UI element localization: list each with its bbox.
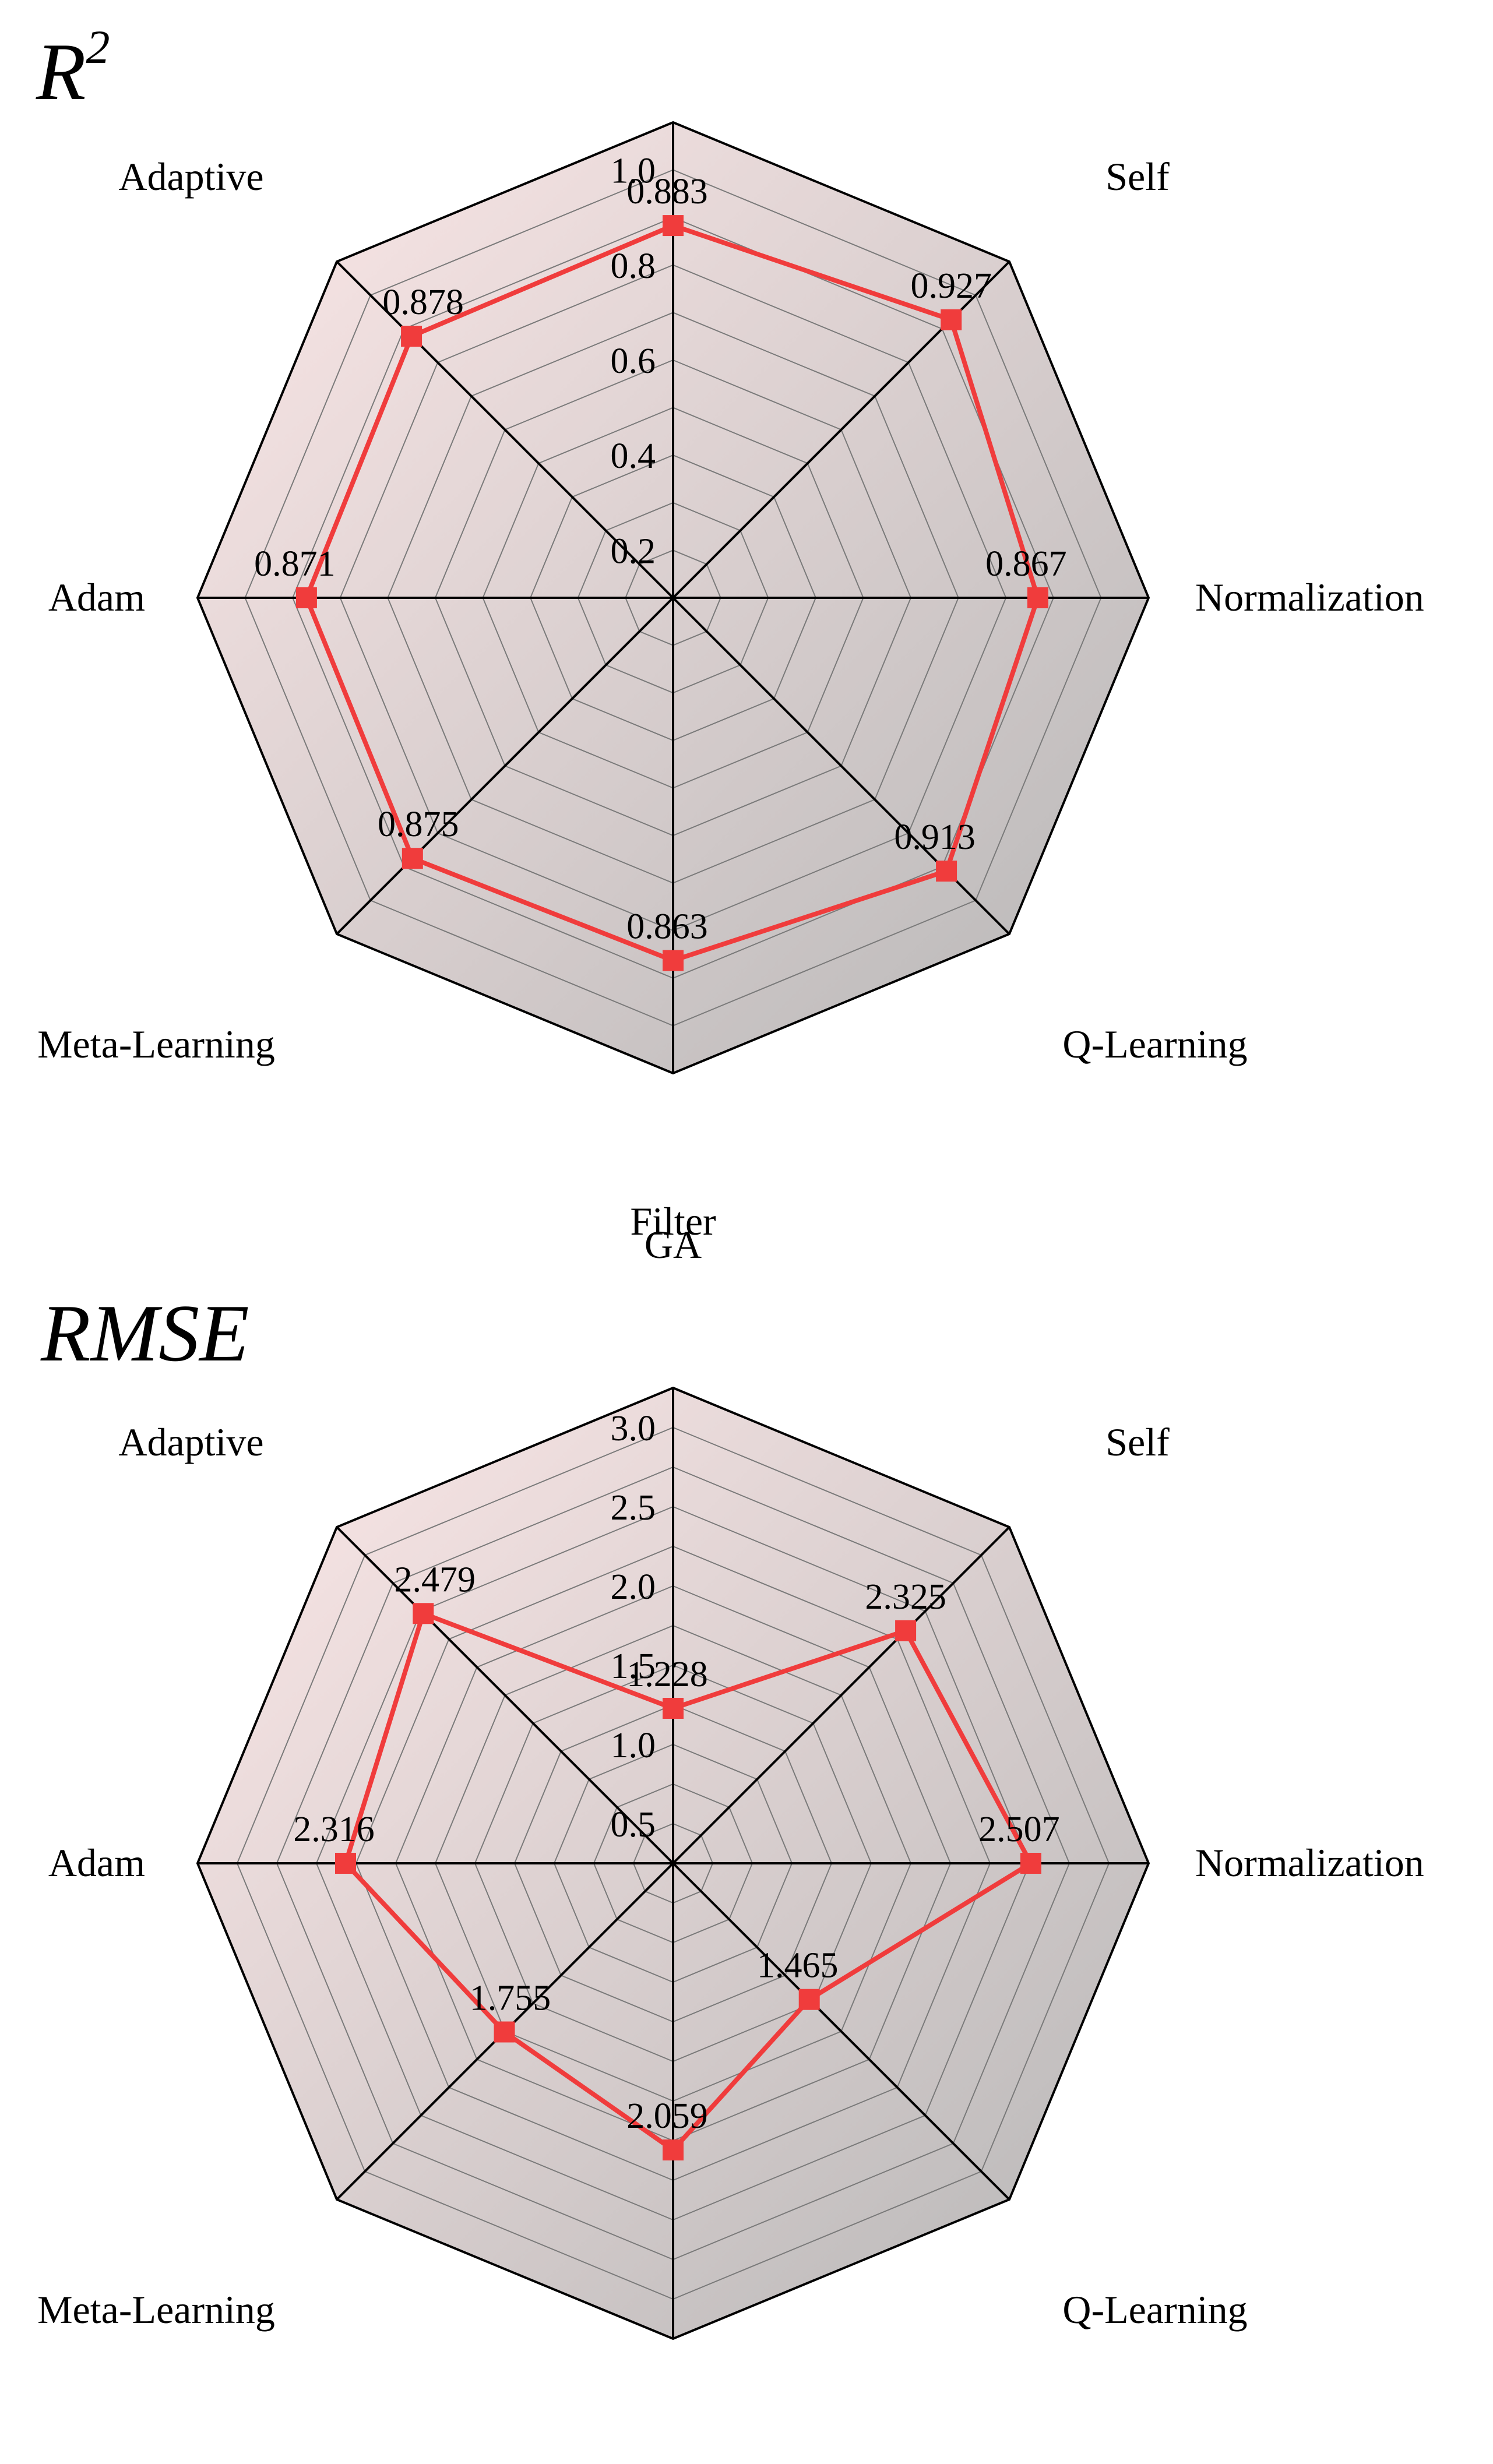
radial-tick-labels: 0.2 0.4 0.6 0.8 1.0 <box>611 151 656 572</box>
tick-label: 2.0 <box>611 1567 656 1607</box>
data-label-meta-learning: 0.875 <box>378 805 459 844</box>
radar-outer-frame <box>196 121 1150 1075</box>
tick-label: 1.0 <box>611 1726 656 1765</box>
tick-label: 0.6 <box>611 341 656 381</box>
data-point-adaptive <box>413 1603 434 1624</box>
r2-radar-panel: 0.2 0.4 0.6 0.8 1.0 GA Self Normalization Q-Lea… <box>36 0 1424 1243</box>
data-point-normalization <box>1020 1853 1041 1874</box>
spoke-q-learning <box>672 1862 1010 2201</box>
tick-label: 0.8 <box>611 246 656 286</box>
data-label-adaptive: 2.479 <box>395 1560 476 1599</box>
data-point-ga <box>663 215 684 237</box>
tick-label: 1.0 <box>611 151 656 191</box>
category-label-adam: Adam <box>48 1841 145 1885</box>
data-point-normalization <box>1027 587 1048 608</box>
panel-title: R2 <box>36 20 110 117</box>
category-label-adaptive: Adaptive <box>118 154 263 199</box>
category-label-q-learning: Q-Learning <box>1062 2287 1247 2332</box>
data-point-adam <box>295 587 317 608</box>
tick-label: 3.0 <box>611 1409 656 1448</box>
spoke-adaptive <box>336 260 674 599</box>
category-label-filter: Filter <box>630 1199 716 1243</box>
category-labels: GASelfNormalizationQ-LearningFilterMeta-… <box>37 1222 1424 2332</box>
category-label-meta-learning: Meta-Learning <box>37 2287 275 2332</box>
data-point-meta-learning <box>402 848 423 869</box>
category-label-adaptive: Adaptive <box>118 1420 263 1464</box>
category-label-ga: GA <box>645 1222 702 1267</box>
category-label-q-learning: Q-Learning <box>1062 1022 1247 1066</box>
tick-label: 0.4 <box>611 436 656 476</box>
data-point-filter <box>663 2139 684 2160</box>
rmse-radar-panel: 0.5 1.0 1.5 2.0 2.5 3.0 GA Self Normalization Q-… <box>37 1222 1424 2340</box>
data-label-adam: 2.316 <box>293 1810 375 1849</box>
category-label-ga: GA <box>645 0 702 1</box>
data-label-normalization: 0.867 <box>985 544 1067 584</box>
data-series: 0.883 0.927 0.867 0.913 0.863 0.875 0.871 0.878 <box>254 172 1067 971</box>
data-point-q-learning <box>936 861 957 882</box>
tick-label: 1.5 <box>611 1647 656 1686</box>
category-label-self: Self <box>1105 1420 1170 1464</box>
category-label-meta-learning: Meta-Learning <box>37 1022 275 1066</box>
data-label-adam: 0.871 <box>254 544 336 584</box>
data-label-q-learning: 1.465 <box>757 1946 839 1986</box>
spoke-meta-learning <box>336 597 674 935</box>
data-label-ga: 0.883 <box>626 172 708 211</box>
tick-label: 0.5 <box>611 1805 656 1845</box>
data-label-ga: 1.228 <box>626 1655 708 1694</box>
radial-tick-labels: 0.5 1.0 1.5 2.0 2.5 3.0 <box>611 1409 656 1845</box>
category-labels: GA Self Normalization Q-Learning Filter Meta-… <box>37 0 1424 1243</box>
category-label-normalization: Normalization <box>1195 575 1424 619</box>
panel-title: RMSE <box>40 1288 249 1379</box>
spoke-self <box>672 1526 1010 1864</box>
data-label-normalization: 2.507 <box>978 1810 1060 1849</box>
radar-outer-frame <box>196 1386 1150 2340</box>
category-label-adam: Adam <box>48 575 145 619</box>
data-label-q-learning: 0.913 <box>894 817 976 857</box>
tick-label: 0.2 <box>611 531 656 571</box>
data-label-filter: 0.863 <box>626 907 708 947</box>
category-label-normalization: Normalization <box>1195 1841 1424 1885</box>
data-label-adaptive: 0.878 <box>382 283 464 322</box>
data-point-self <box>895 1620 917 1641</box>
data-label-meta-learning: 1.755 <box>470 1979 551 2018</box>
tick-label: 2.5 <box>611 1488 656 1528</box>
data-point-meta-learning <box>494 2021 515 2043</box>
data-series: 1.228 2.325 2.507 1.465 2.059 1.755 2.316 2.479 <box>293 1560 1060 2160</box>
data-label-filter: 2.059 <box>626 2096 708 2136</box>
spoke-adaptive <box>336 1526 674 1864</box>
category-label-self: Self <box>1105 154 1170 199</box>
data-point-ga <box>663 1698 684 1719</box>
data-point-adaptive <box>401 326 422 347</box>
data-label-self: 2.325 <box>865 1577 946 1617</box>
data-point-self <box>941 309 962 330</box>
data-point-q-learning <box>798 1989 820 2010</box>
data-point-adam <box>335 1853 356 1874</box>
data-point-filter <box>663 950 684 971</box>
data-label-self: 0.927 <box>910 266 992 306</box>
